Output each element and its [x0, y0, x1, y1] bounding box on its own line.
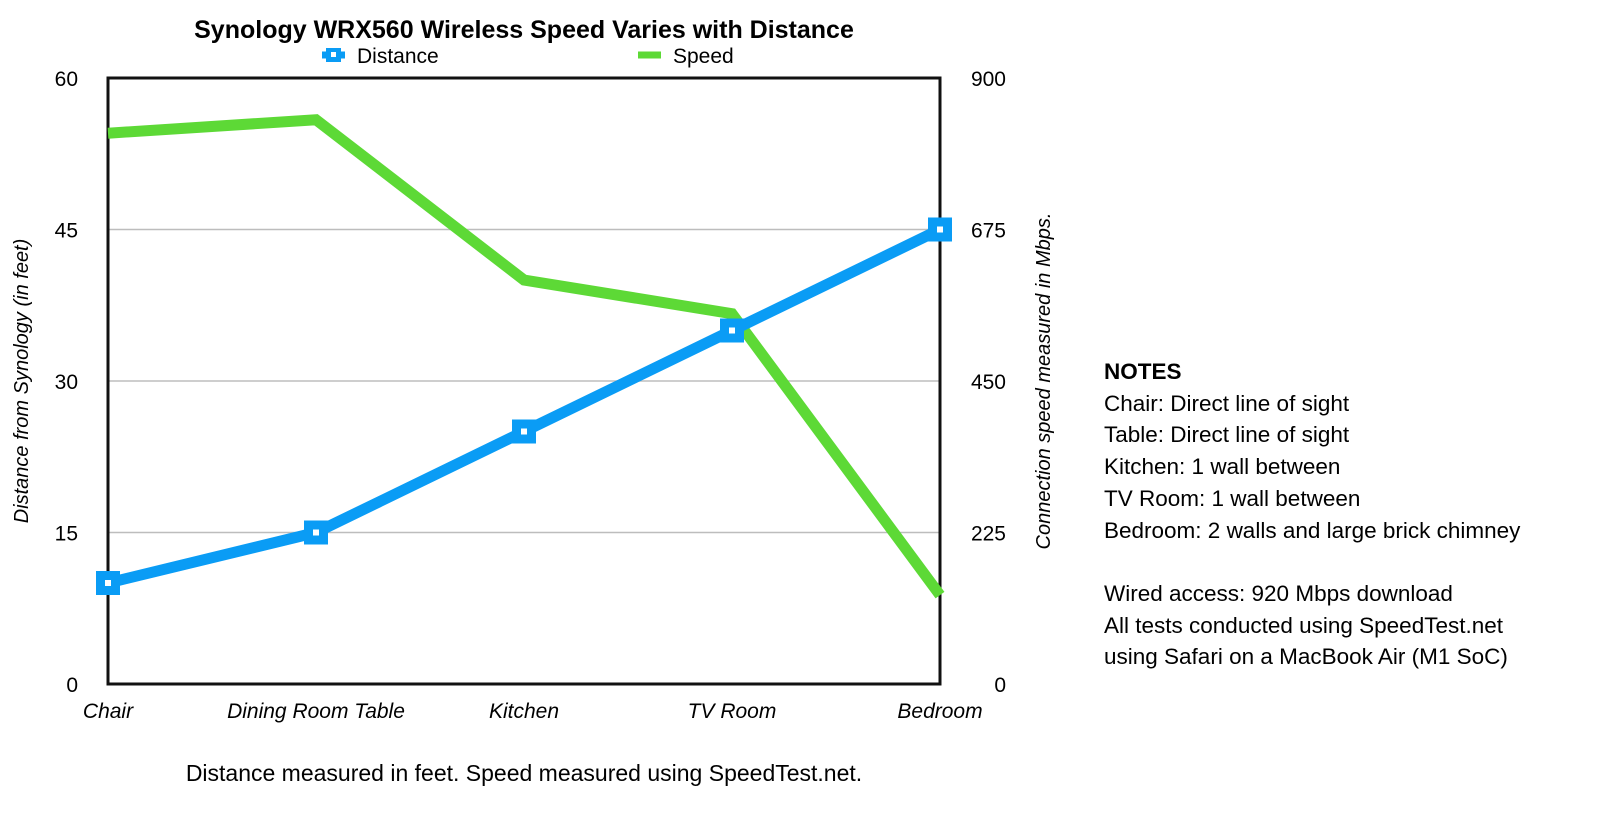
legend-item-distance: Distance — [322, 45, 439, 68]
x-tick-label: TV Room — [688, 700, 777, 723]
right-tick-label: 450 — [971, 371, 1006, 394]
legend-distance-label: Distance — [357, 45, 439, 68]
series-layer — [96, 114, 952, 599]
legend-speed-label: Speed — [673, 45, 734, 68]
x-tick-label: Kitchen — [489, 700, 559, 723]
notes-heading: NOTES — [1104, 359, 1182, 384]
legend-item-speed: Speed — [638, 45, 734, 68]
distance-marker-hole — [937, 226, 943, 233]
right-tick-label: 0 — [994, 674, 1006, 697]
right-tick-label: 900 — [971, 68, 1006, 91]
gridlines — [108, 228, 940, 534]
left-tick-label: 30 — [55, 371, 78, 394]
right-axis: 0 225 450 675 900 — [971, 68, 1006, 697]
notes-spacer — [1104, 546, 1520, 578]
x-tick-label: Bedroom — [897, 700, 982, 723]
distance-marker-hole — [105, 580, 111, 586]
note-line: Wired access: 920 Mbps download — [1104, 580, 1453, 606]
note-line: Kitchen: 1 wall between — [1104, 454, 1341, 480]
x-axis-caption: Distance measured in feet. Speed measure… — [186, 760, 862, 786]
distance-marker-hole — [313, 529, 319, 536]
series-distance — [96, 217, 952, 595]
notes-panel: NOTES Chair: Direct line of sight Table:… — [1104, 356, 1520, 673]
note-line: All tests conducted using SpeedTest.net — [1104, 612, 1504, 638]
x-tick-label: Chair — [83, 700, 134, 723]
left-tick-label: 15 — [55, 523, 78, 546]
x-axis: Chair Dining Room Table Kitchen TV Room Bedr… — [83, 700, 983, 723]
note-line: Chair: Direct line of sight — [1104, 390, 1350, 416]
left-tick-label: 0 — [66, 674, 78, 697]
chart-title: Synology WRX560 Wireless Speed Varies wi… — [194, 16, 854, 44]
plot-frame — [106, 76, 942, 686]
left-tick-label: 60 — [55, 68, 78, 91]
note-line: Bedroom: 2 walls and large brick chimney — [1104, 517, 1521, 543]
left-tick-label: 45 — [55, 220, 78, 243]
note-line: Table: Direct line of sight — [1104, 422, 1350, 448]
left-axis: 0 15 30 45 60 — [55, 68, 78, 697]
series-speed — [107, 114, 945, 599]
left-axis-title: Distance from Synology (in feet) — [11, 239, 33, 524]
distance-marker-hole — [729, 327, 735, 334]
legend: Distance Speed — [322, 45, 734, 68]
note-line: using Safari on a MacBook Air (M1 SoC) — [1104, 644, 1508, 670]
x-tick-label: Dining Room Table — [227, 700, 405, 723]
right-axis-title: Connection speed measured in Mbps. — [1033, 213, 1055, 550]
distance-marker-hole — [521, 428, 527, 435]
legend-distance-marker-hole — [331, 52, 336, 57]
right-tick-label: 675 — [971, 220, 1006, 243]
speed-line — [107, 114, 945, 599]
note-line: TV Room: 1 wall between — [1104, 485, 1361, 511]
right-tick-label: 225 — [971, 523, 1006, 546]
